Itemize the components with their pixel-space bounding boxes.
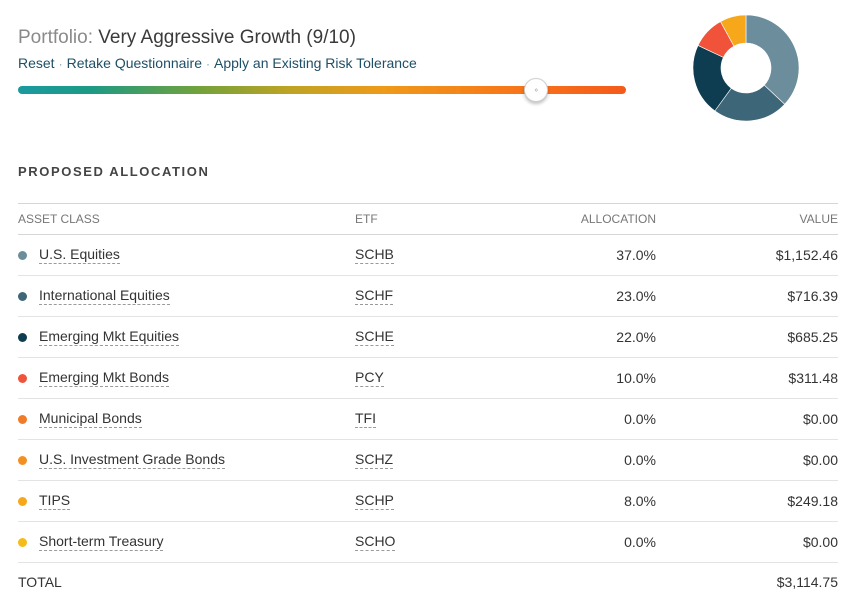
table-row: Emerging Mkt Equities SCHE 22.0% $685.25 bbox=[18, 317, 838, 358]
link-separator: · bbox=[206, 57, 210, 71]
asset-class-link[interactable]: U.S. Investment Grade Bonds bbox=[39, 451, 225, 469]
total-row: TOTAL $3,114.75 bbox=[18, 563, 838, 601]
color-dot bbox=[18, 291, 27, 301]
allocation-value: 23.0% bbox=[616, 288, 656, 304]
header-allocation: ALLOCATION bbox=[580, 212, 656, 226]
table-row: Municipal Bonds TFI 0.0% $0.00 bbox=[18, 399, 838, 440]
table-header: ASSET CLASS ETF ALLOCATION VALUE bbox=[18, 203, 838, 235]
table-row: Short-term Treasury SCHO 0.0% $0.00 bbox=[18, 522, 838, 563]
donut-slice-tips bbox=[720, 14, 747, 47]
header-value: VALUE bbox=[799, 212, 838, 226]
risk-tolerance-slider[interactable]: ‹› bbox=[18, 78, 626, 102]
retake-questionnaire-link[interactable]: Retake Questionnaire bbox=[66, 55, 202, 71]
color-dot bbox=[18, 455, 27, 465]
color-dot bbox=[18, 250, 27, 260]
etf-link[interactable]: SCHO bbox=[355, 533, 396, 551]
dollar-value: $0.00 bbox=[802, 411, 838, 427]
table-row: Emerging Mkt Bonds PCY 10.0% $311.48 bbox=[18, 358, 838, 399]
dollar-value: $311.48 bbox=[788, 370, 838, 386]
allocation-value: 37.0% bbox=[616, 247, 656, 263]
portfolio-title-prefix: Portfolio: bbox=[18, 27, 93, 48]
asset-class-link[interactable]: Emerging Mkt Equities bbox=[39, 328, 180, 346]
section-title: PROPOSED ALLOCATION bbox=[18, 164, 210, 179]
table-row: U.S. Equities SCHB 37.0% $1,152.46 bbox=[18, 235, 838, 276]
dollar-value: $1,152.46 bbox=[775, 247, 838, 263]
color-dot bbox=[18, 373, 27, 383]
etf-link[interactable]: SCHB bbox=[355, 246, 394, 264]
asset-class-link[interactable]: Short-term Treasury bbox=[39, 533, 164, 551]
apply-risk-tolerance-link[interactable]: Apply an Existing Risk Tolerance bbox=[214, 55, 417, 71]
color-dot bbox=[18, 496, 27, 506]
dollar-value: $249.18 bbox=[787, 493, 838, 509]
total-value: $3,114.75 bbox=[776, 574, 838, 590]
allocation-table: ASSET CLASS ETF ALLOCATION VALUE U.S. Eq… bbox=[18, 203, 838, 601]
asset-class-link[interactable]: Municipal Bonds bbox=[39, 410, 142, 428]
slider-thumb[interactable]: ‹› bbox=[523, 78, 548, 102]
table-row: International Equities SCHF 23.0% $716.3… bbox=[18, 276, 838, 317]
asset-class-link[interactable]: U.S. Equities bbox=[39, 246, 120, 264]
asset-class-link[interactable]: International Equities bbox=[39, 287, 170, 305]
portfolio-title: Portfolio: Very Aggressive Growth (9/10) bbox=[18, 26, 417, 50]
allocation-value: 0.0% bbox=[624, 411, 656, 427]
etf-link[interactable]: SCHP bbox=[355, 492, 394, 510]
allocation-value: 8.0% bbox=[624, 493, 656, 509]
header-etf: ETF bbox=[355, 212, 378, 226]
color-dot bbox=[18, 332, 27, 342]
allocation-value: 0.0% bbox=[624, 452, 656, 468]
donut-slice-u-s-equities bbox=[745, 14, 800, 105]
table-row: TIPS SCHP 8.0% $249.18 bbox=[18, 481, 838, 522]
etf-link[interactable]: SCHF bbox=[355, 287, 394, 305]
allocation-value: 0.0% bbox=[624, 534, 656, 550]
link-separator: · bbox=[58, 57, 63, 71]
asset-class-link[interactable]: Emerging Mkt Bonds bbox=[39, 369, 169, 387]
color-dot bbox=[18, 414, 27, 424]
portfolio-title-name: Very Aggressive Growth (9/10) bbox=[98, 27, 356, 48]
dollar-value: $685.25 bbox=[787, 329, 838, 345]
color-dot bbox=[18, 537, 27, 547]
portfolio-header: Portfolio: Very Aggressive Growth (9/10)… bbox=[18, 26, 417, 71]
etf-link[interactable]: PCY bbox=[355, 369, 384, 387]
allocation-value: 22.0% bbox=[616, 329, 656, 345]
header-asset-class: ASSET CLASS bbox=[18, 212, 100, 226]
etf-link[interactable]: SCHZ bbox=[355, 451, 394, 469]
etf-link[interactable]: SCHE bbox=[355, 328, 394, 346]
drag-arrows-icon: ‹› bbox=[534, 86, 538, 94]
portfolio-links: Reset · Retake Questionnaire · Apply an Exis… bbox=[18, 55, 417, 71]
table-row: U.S. Investment Grade Bonds SCHZ 0.0% $0… bbox=[18, 440, 838, 481]
dollar-value: $0.00 bbox=[802, 452, 838, 468]
allocation-value: 10.0% bbox=[616, 370, 656, 386]
etf-link[interactable]: TFI bbox=[355, 410, 376, 428]
dollar-value: $0.00 bbox=[802, 534, 838, 550]
asset-class-link[interactable]: TIPS bbox=[39, 492, 71, 510]
reset-link[interactable]: Reset bbox=[18, 55, 55, 71]
dollar-value: $716.39 bbox=[787, 288, 838, 304]
total-label: TOTAL bbox=[18, 574, 62, 590]
allocation-donut-chart bbox=[692, 14, 800, 122]
